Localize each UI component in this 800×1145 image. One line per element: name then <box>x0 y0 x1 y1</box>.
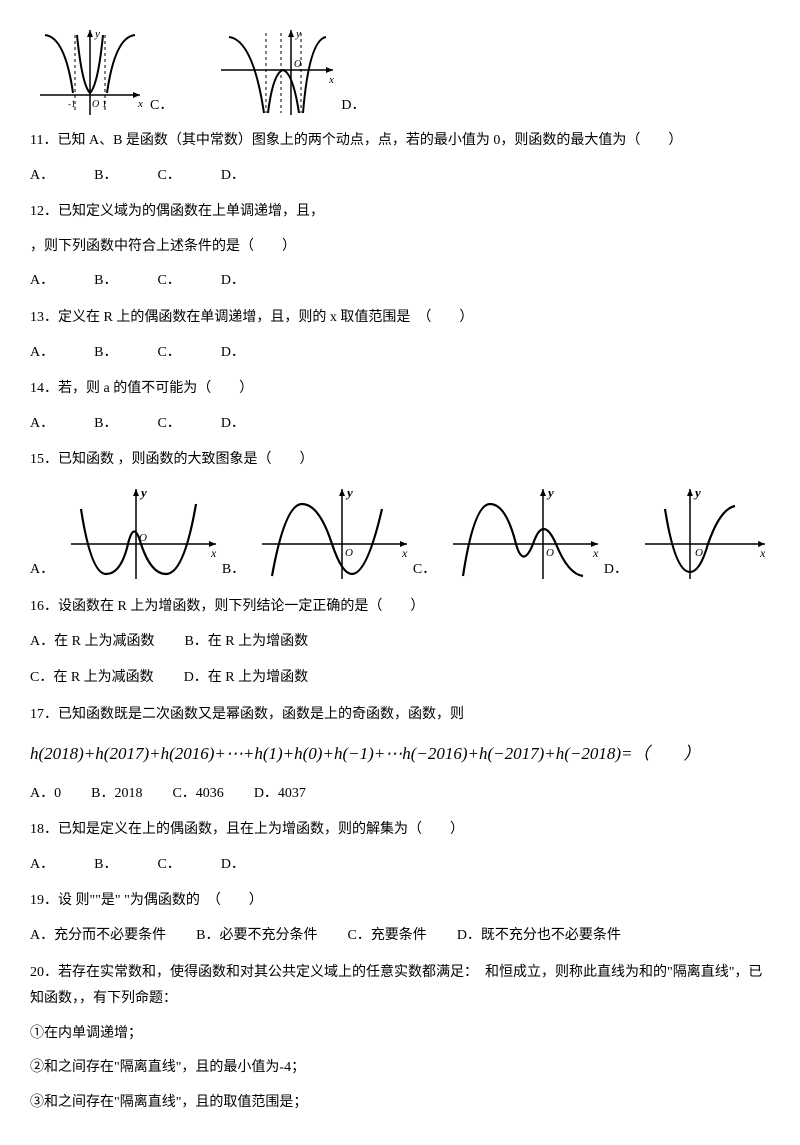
q17-a: A．0 <box>30 781 61 808</box>
q16-d: D．在 R 上为增函数 <box>184 665 308 692</box>
q18-text: 18．已知是定义在上的偶函数，且在上为增函数，则的解集为（ ） <box>30 817 770 844</box>
q17-c: C．4036 <box>172 781 223 808</box>
q12-c: C． <box>157 268 180 295</box>
q13-choices: A． B． C． D． <box>30 340 770 367</box>
q11-b: B． <box>94 163 117 190</box>
svg-text:x: x <box>401 546 408 560</box>
q20-l2: ②和之间存在"隔离直线"，且的最小值为-4； <box>30 1055 770 1082</box>
q16-c: C．在 R 上为减函数 <box>30 665 154 692</box>
graph-c: x y O -1 1 <box>30 25 150 120</box>
svg-text:y: y <box>345 485 353 500</box>
svg-text:1: 1 <box>102 99 107 109</box>
q16-choices-1: A．在 R 上为减函数 B．在 R 上为增函数 <box>30 629 770 656</box>
q12-d: D． <box>221 268 245 295</box>
q16-text: 16．设函数在 R 上为增函数，则下列结论一定正确的是（ ） <box>30 594 770 621</box>
q19-b: B．必要不充分条件 <box>196 923 317 950</box>
q20-l3: ③和之间存在"隔离直线"，且的取值范围是； <box>30 1090 770 1117</box>
svg-text:O: O <box>294 59 301 70</box>
q13-c: C． <box>157 340 180 367</box>
q19-a: A．充分而不必要条件 <box>30 923 166 950</box>
q15-graph-a: x y O <box>66 484 221 584</box>
q13-b: B． <box>94 340 117 367</box>
svg-text:x: x <box>592 546 599 560</box>
q19-choices: A．充分而不必要条件 B．必要不充分条件 C．充要条件 D．既不充分也不必要条件 <box>30 923 770 950</box>
q18-c: C． <box>157 852 180 879</box>
q14-b: B． <box>94 411 117 438</box>
q18-d: D． <box>221 852 245 879</box>
svg-text:O: O <box>695 547 703 559</box>
q14-c: C． <box>157 411 180 438</box>
q11-d: D． <box>221 163 245 190</box>
q15-graph-c: x y O <box>448 484 603 584</box>
q16-b: B．在 R 上为增函数 <box>184 629 308 656</box>
svg-text:y: y <box>94 28 100 40</box>
q19-d: D．既不充分也不必要条件 <box>457 923 621 950</box>
q12-a: A． <box>30 268 54 295</box>
q16-choices-2: C．在 R 上为减函数 D．在 R 上为增函数 <box>30 665 770 692</box>
q12-choices: A． B． C． D． <box>30 268 770 295</box>
svg-text:y: y <box>693 485 701 500</box>
q13-a: A． <box>30 340 54 367</box>
q11-c: C． <box>157 163 180 190</box>
q15-graphs: A． x y O B． x y O <box>30 484 770 584</box>
q13-d: D． <box>221 340 245 367</box>
option-d-label: D． <box>341 93 373 120</box>
q13-text: 13．定义在 R 上的偶函数在单调递增，且，则的 x 取值范围是 （ ） <box>30 305 770 332</box>
q17-text: 17．已知函数既是二次函数又是幂函数，函数是上的奇函数，函数，则 <box>30 702 770 729</box>
q17-formula: h(2018)+h(2017)+h(2016)+⋯+h(1)+h(0)+h(−1… <box>30 738 770 770</box>
q18-choices: A． B． C． D． <box>30 852 770 879</box>
q15-graph-b: x y O <box>257 484 412 584</box>
svg-text:y: y <box>546 485 554 500</box>
top-graphs-row: x y O -1 1 C． x y <box>30 25 770 120</box>
q16-a: A．在 R 上为减函数 <box>30 629 154 656</box>
q15-d-label: D． <box>604 557 636 584</box>
q19-text: 19．设 则""是" "为偶函数的 （ ） <box>30 888 770 915</box>
svg-text:O: O <box>345 547 353 559</box>
q12-line1: 12．已知定义域为的偶函数在上单调递增，且， <box>30 199 770 226</box>
q12-b: B． <box>94 268 117 295</box>
svg-text:x: x <box>759 546 766 560</box>
q15-a-label: A． <box>30 557 62 584</box>
q11-choices: A． B． C． D． <box>30 163 770 190</box>
q14-d: D． <box>221 411 245 438</box>
svg-text:y: y <box>295 28 301 40</box>
svg-text:x: x <box>210 546 217 560</box>
graph-d: x y O <box>211 25 341 120</box>
svg-text:x: x <box>328 74 334 86</box>
q11-text: 11．已知 A、B 是函数（其中常数）图象上的两个动点，点，若的最小值为 0，则… <box>30 128 770 155</box>
q20-text: 20．若存在实常数和，使得函数和对其公共定义域上的任意实数都满足： 和恒成立，则… <box>30 960 770 1013</box>
q14-a: A． <box>30 411 54 438</box>
q15-c-label: C． <box>413 557 444 584</box>
svg-text:y: y <box>139 485 147 500</box>
q14-choices: A． B． C． D． <box>30 411 770 438</box>
svg-text:x: x <box>137 98 143 110</box>
q15-text: 15．已知函数 ，则函数的大致图象是（ ） <box>30 447 770 474</box>
option-c-label: C． <box>150 93 181 120</box>
q17-b: B．2018 <box>91 781 142 808</box>
q18-a: A． <box>30 852 54 879</box>
q15-graph-d: x y O <box>640 484 770 584</box>
q15-b-label: B． <box>222 557 253 584</box>
q17-choices: A．0 B．2018 C．4036 D．4037 <box>30 781 770 808</box>
q14-text: 14．若，则 a 的值不可能为（ ） <box>30 376 770 403</box>
q18-b: B． <box>94 852 117 879</box>
q12-line2: ，则下列函数中符合上述条件的是（ ） <box>30 234 770 261</box>
svg-text:O: O <box>92 99 99 110</box>
q20-l1: ①在内单调递增； <box>30 1021 770 1048</box>
svg-text:O: O <box>546 547 554 559</box>
q11-a: A． <box>30 163 54 190</box>
q19-c: C．充要条件 <box>347 923 426 950</box>
q17-d: D．4037 <box>254 781 306 808</box>
svg-text:-1: -1 <box>68 99 76 109</box>
